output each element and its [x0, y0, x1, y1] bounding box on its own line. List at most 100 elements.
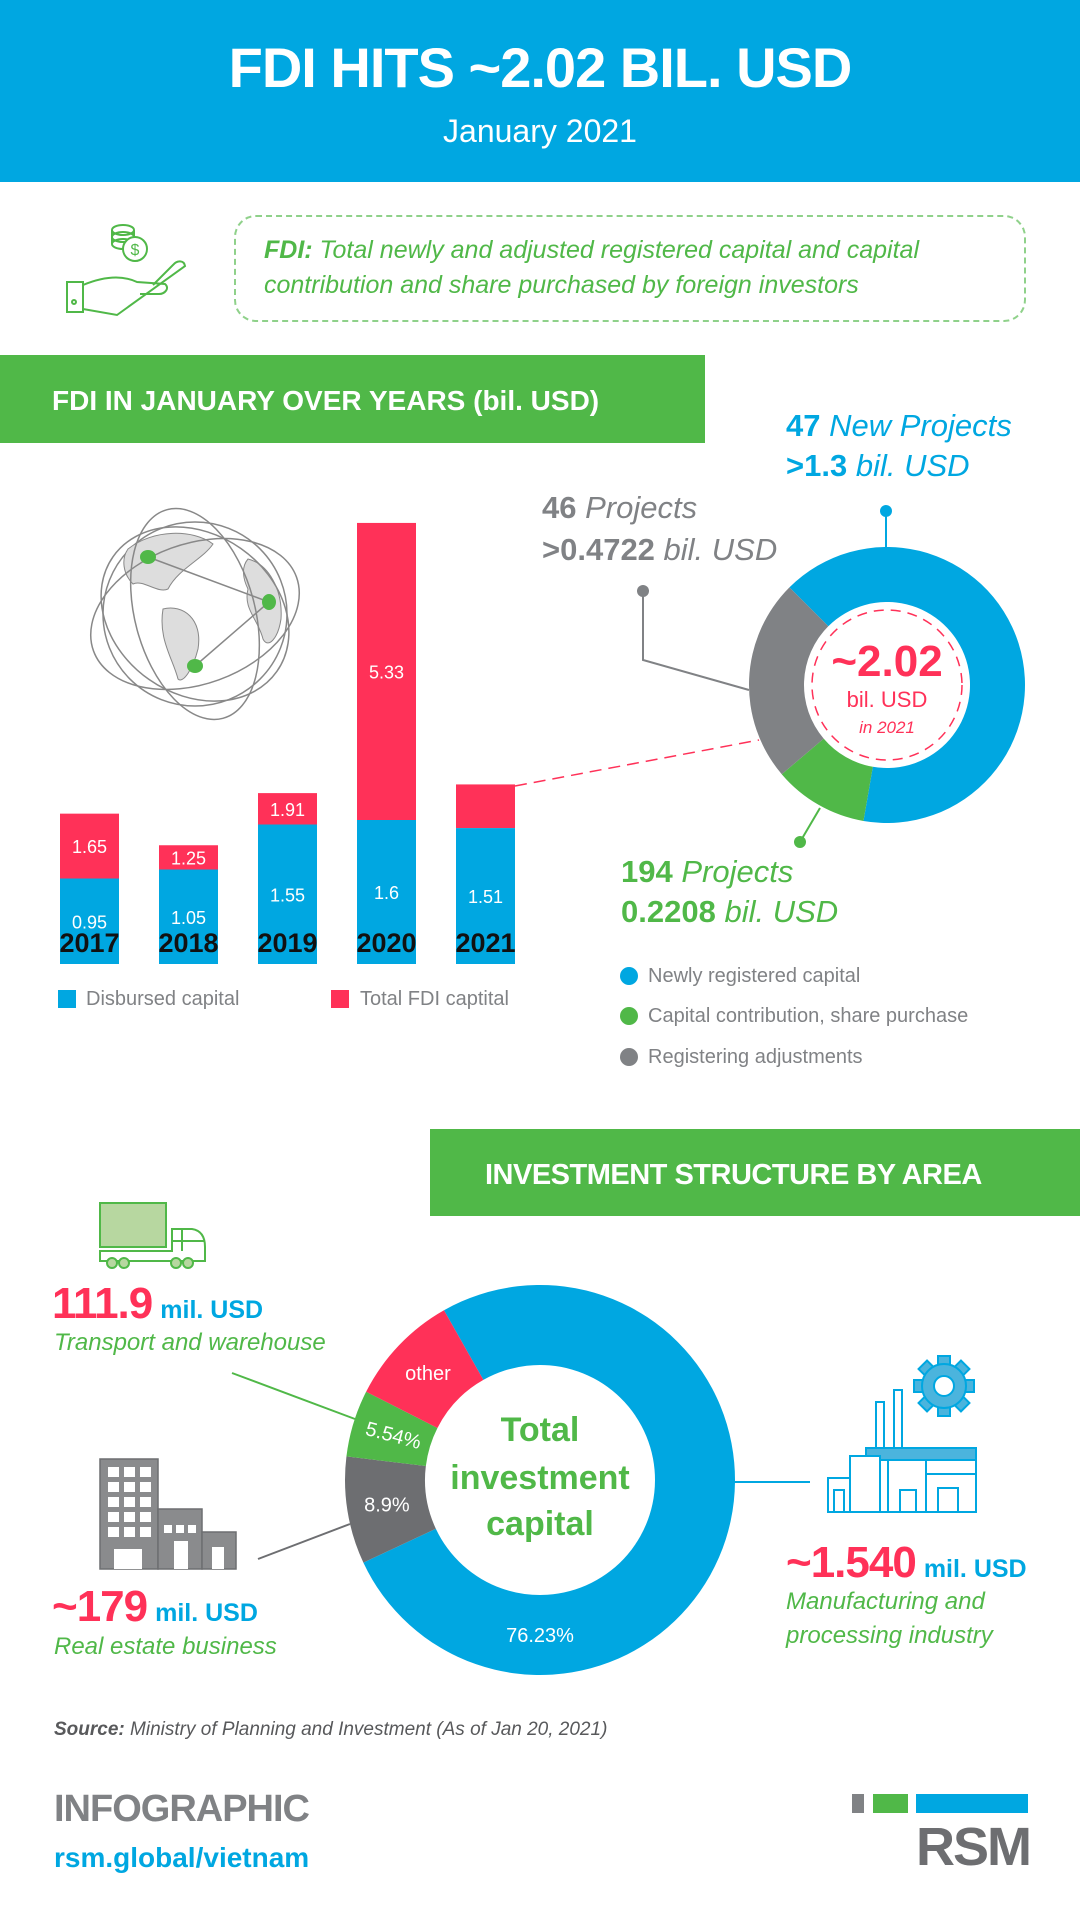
source-label: Source:	[54, 1719, 125, 1740]
truck-icon	[99, 1202, 206, 1269]
callout-count: 194	[621, 854, 673, 889]
legend-dot-new	[620, 967, 638, 985]
donut-center-line-1: Total	[500, 1411, 580, 1449]
bar-disbursed-2019	[258, 824, 317, 964]
legend-dot-adjust	[620, 1048, 638, 1066]
donut-center-value: ~2.02	[831, 637, 943, 686]
slice-capital-contribution	[781, 738, 873, 821]
infographic-label: INFOGRAPHIC	[54, 1788, 310, 1830]
legend-label-total-fdi: Total FDI captital	[360, 988, 509, 1010]
leader-line-adjust	[642, 591, 750, 691]
donut-center-line-2: investment	[450, 1459, 630, 1497]
bar-label-disbursed-2021: 1.51	[468, 887, 503, 907]
slice-transport	[346, 1391, 438, 1467]
leader-dot-new	[880, 505, 892, 517]
page-title: FDI HITS ~2.02 BIL. USD	[228, 36, 853, 99]
source-note: Source: Ministry of Planning and Investm…	[54, 1720, 607, 1739]
leader-line-real-estate	[257, 1523, 351, 1560]
rsm-logo-bar-gray	[852, 1794, 864, 1813]
globe-marker	[187, 659, 203, 673]
legend-dot-contrib	[620, 1007, 638, 1025]
bar-label-total-2019: 1.91	[270, 800, 305, 820]
slice-manufacturing	[363, 1285, 735, 1675]
definition-term: FDI:	[264, 236, 313, 264]
leader-line-transport	[231, 1372, 356, 1420]
bar-label-disbursed-2020: 1.6	[374, 883, 399, 903]
callout-unit: bil. USD	[724, 894, 839, 929]
bar-total-fdi-2021	[456, 784, 515, 829]
bar-total-fdi-2019	[258, 793, 317, 825]
callout-adjust-amount: >0.4722 bil. USD	[542, 534, 777, 565]
bar-disbursed-2018	[159, 869, 218, 964]
leader-dot-adjust	[637, 585, 649, 597]
svg-text:$: $	[131, 242, 140, 259]
definition-line-1: FDI: Total newly and adjusted registered…	[264, 238, 919, 263]
callout-amount: >0.4722	[542, 532, 655, 567]
header-banner	[0, 0, 1080, 182]
donut-center-note: in 2021	[859, 718, 915, 737]
section-banner-fdi-years	[0, 355, 705, 443]
hand-coins-icon: $	[66, 224, 187, 317]
amount-value: 111.9	[52, 1279, 153, 1328]
bar-total-fdi-2020	[357, 522, 416, 820]
donut-center-unit: bil. USD	[846, 687, 928, 712]
callout-amount: 0.2208	[621, 894, 716, 929]
bar-disbursed-2021	[456, 828, 515, 964]
globe-icon	[89, 507, 301, 721]
callout-new-amount: >1.3 bil. USD	[786, 450, 970, 481]
slice-other	[366, 1310, 484, 1428]
real-estate-label: Real estate business	[54, 1633, 277, 1660]
section-title-investment-structure: INVESTMENT STRUCTURE BY AREA	[485, 1159, 982, 1191]
legend-label-contrib: Capital contribution, share purchase	[648, 1005, 969, 1027]
x-tick-label-2017: 2017	[59, 928, 119, 958]
buildings-icon	[99, 1458, 237, 1570]
slice-label-real-estate: 8.9%	[364, 1494, 410, 1516]
center-dashed-ring	[811, 609, 963, 761]
section-banner-investment-structure	[430, 1129, 1080, 1216]
definition-line-2: contribution and share purchased by fore…	[264, 271, 859, 299]
page-subtitle: January 2021	[443, 113, 637, 149]
slice-newly-registered	[789, 546, 1025, 823]
rsm-logo-bar-blue	[916, 1794, 1028, 1813]
leader-dot-contrib	[794, 836, 806, 848]
callout-unit: bil. USD	[663, 532, 778, 567]
callout-unit: bil. USD	[855, 448, 970, 483]
slice-registering-adjustments	[749, 587, 829, 775]
amount-unit: mil. USD	[923, 1555, 1027, 1583]
x-tick-label-2018: 2018	[158, 928, 218, 958]
callout-count: 46	[542, 490, 577, 525]
callout-contrib-projects: 194 Projects	[621, 856, 793, 887]
slice-label-other: other	[405, 1363, 451, 1385]
callout-label: Projects	[681, 854, 794, 889]
callout-new-projects: 47 New Projects	[786, 410, 1012, 441]
slice-label-manufacturing: 76.23%	[506, 1625, 574, 1647]
manufacturing-amount: ~1.540 mil. USD	[786, 1541, 1027, 1585]
callout-label: Projects	[585, 490, 698, 525]
website-link[interactable]: rsm.global/vietnam	[54, 1842, 310, 1873]
x-tick-label-2020: 2020	[356, 928, 416, 958]
rsm-logo: RSM	[916, 1817, 1032, 1877]
transport-label: Transport and warehouse	[54, 1329, 326, 1356]
slice-real-estate	[345, 1456, 436, 1563]
bar-label-disbursed-2018: 1.05	[171, 908, 206, 928]
callout-amount: >1.3	[786, 448, 848, 483]
bar-label-total-2017: 1.65	[72, 837, 107, 857]
section-title-fdi-years: FDI IN JANUARY OVER YEARS (bil. USD)	[52, 385, 600, 416]
bar-label-disbursed-2019: 1.55	[270, 885, 305, 905]
bar-label-total-2020: 5.33	[369, 662, 404, 682]
bar-total-fdi-2017	[60, 813, 119, 879]
definition-box	[234, 215, 1026, 322]
legend-swatch-disbursed	[58, 990, 76, 1008]
transport-amount: 111.9 mil. USD	[52, 1282, 263, 1326]
donut-center-line-3: capital	[486, 1505, 594, 1543]
amount-unit: mil. USD	[160, 1296, 264, 1324]
callout-contrib-amount: 0.2208 bil. USD	[621, 896, 838, 927]
globe-marker	[262, 594, 276, 610]
connector-line-2021	[514, 739, 760, 787]
amount-value: ~179	[52, 1582, 148, 1631]
real-estate-amount: ~179 mil. USD	[52, 1585, 258, 1629]
leader-line-contrib	[799, 807, 821, 843]
legend-label-new: Newly registered capital	[648, 965, 861, 987]
